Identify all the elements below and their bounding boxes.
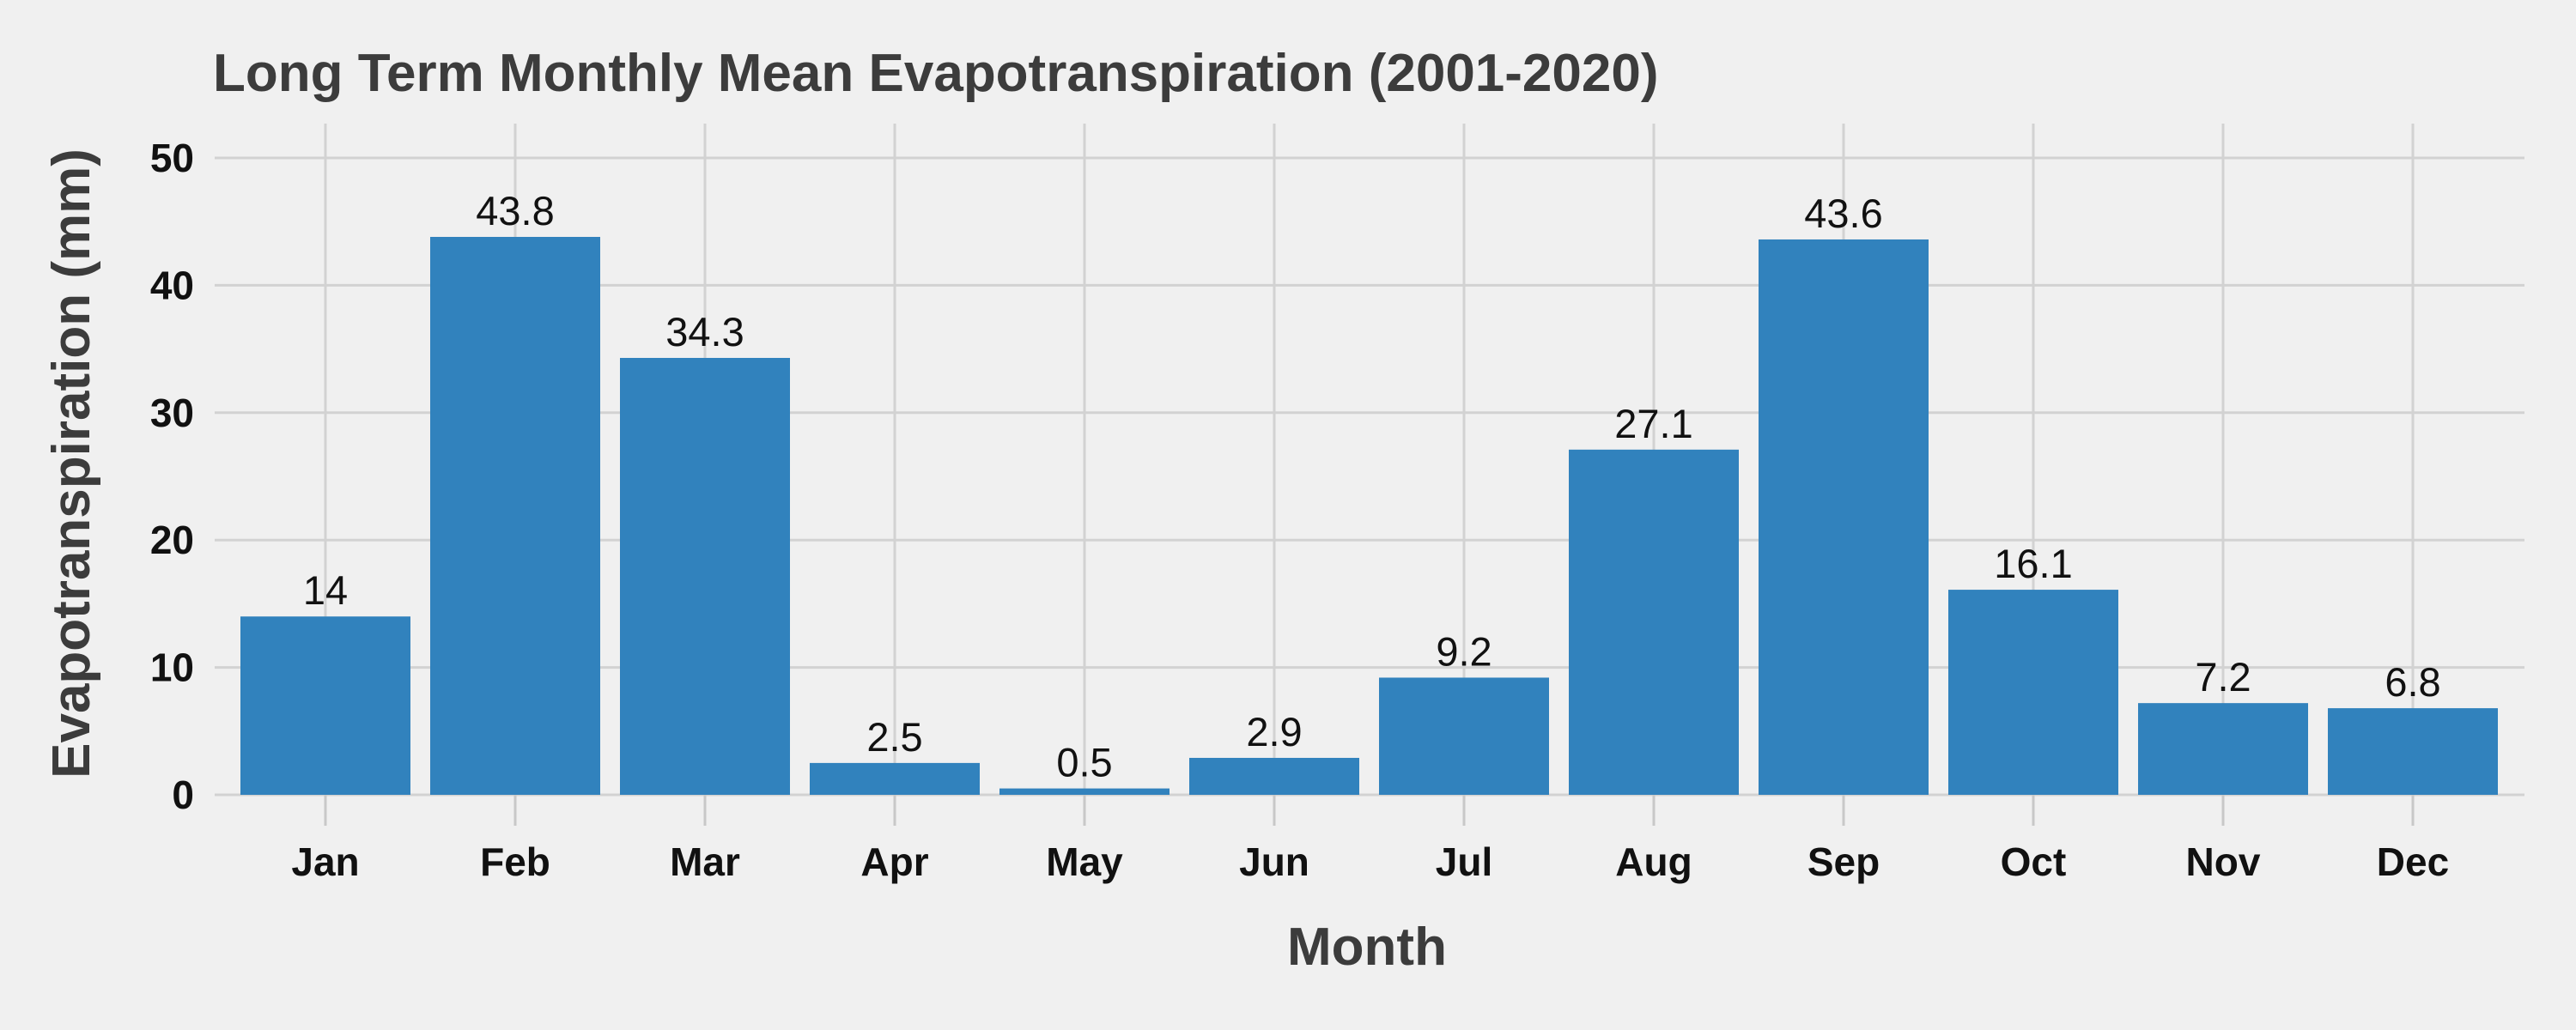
x-tick-label-feb: Feb [480,839,550,884]
y-tick-label: 0 [172,772,194,817]
bar-jul [1379,677,1549,795]
bar-aug [1569,449,1739,795]
data-label-feb: 43.8 [476,188,554,233]
x-axis-ticks: Jan Feb Mar Apr May Jun Jul Aug Sep Oct Nov Dec [291,795,2449,884]
y-tick-label: 20 [150,518,194,562]
x-tick-label-apr: Apr [860,839,928,884]
data-label-jan: 14 [303,567,348,613]
bar-mar [620,357,790,795]
x-tick-label-aug: Aug [1615,839,1692,884]
y-tick-label: 10 [150,645,194,690]
bar-nov [2138,703,2308,795]
x-tick-label-oct: Oct [2001,839,2067,884]
data-label-apr: 2.5 [866,714,922,760]
data-label-sep: 43.6 [1804,191,1882,236]
x-axis-title: Month [1287,918,1447,977]
data-label-jul: 9.2 [1436,628,1492,674]
x-tick-label-jun: Jun [1239,839,1309,884]
data-label-dec: 6.8 [2385,659,2440,705]
x-tick-label-jul: Jul [1436,839,1492,884]
bar-sep [1759,239,1929,795]
y-tick-label: 40 [150,263,194,307]
y-tick-label: 50 [150,136,194,180]
x-tick-label-sep: Sep [1807,839,1880,884]
y-axis-title: Evapotranspiration (mm) [42,148,101,779]
bar-jun [1189,757,1359,795]
x-tick-label-dec: Dec [2377,839,2449,884]
x-tick-label-jan: Jan [291,839,359,884]
bars [240,237,2498,795]
bar-dec [2328,708,2498,795]
x-tick-label-may: May [1046,839,1123,884]
data-labels: 14 43.8 34.3 2.5 0.5 2.9 9.2 27.1 43.6 16.1 7.2 6.8 [303,188,2441,785]
data-label-jun: 2.9 [1246,709,1302,754]
data-label-mar: 34.3 [665,309,744,354]
data-label-oct: 16.1 [1994,541,2072,586]
y-axis-ticks: 0 10 20 30 40 50 [150,136,194,817]
data-label-may: 0.5 [1056,740,1112,785]
chart-title: Long Term Monthly Mean Evapotranspiratio… [213,44,1659,103]
bar-may [999,788,1170,795]
bar-apr [810,762,980,795]
bar-jan [240,616,410,795]
data-label-nov: 7.2 [2195,654,2251,700]
bar-oct [1948,590,2118,795]
x-tick-label-nov: Nov [2186,839,2261,884]
bar-feb [430,237,600,795]
y-tick-label: 30 [150,391,194,435]
data-label-aug: 27.1 [1614,401,1692,446]
x-tick-label-mar: Mar [670,839,740,884]
